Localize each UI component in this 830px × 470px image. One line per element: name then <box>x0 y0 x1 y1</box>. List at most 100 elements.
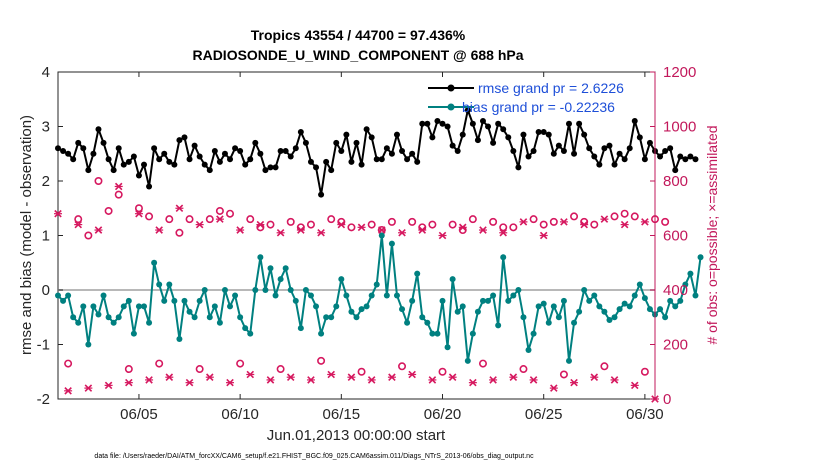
bias-point <box>282 265 289 272</box>
bias-point <box>581 287 588 293</box>
bias-point <box>601 308 608 315</box>
rmse-point <box>287 153 294 160</box>
bias-point <box>616 306 623 313</box>
obs-possible-point <box>408 217 417 226</box>
bias-point <box>611 314 618 321</box>
x-tick-label: 06/20 <box>424 406 462 423</box>
rmse-point <box>343 131 350 138</box>
bias-point <box>596 303 603 310</box>
rmse-point <box>550 150 557 157</box>
bias-point <box>313 303 320 310</box>
obs-assimilated-point <box>94 226 103 234</box>
obs-possible-point <box>428 220 437 229</box>
bias-point <box>267 265 274 272</box>
rmse-point <box>485 123 492 130</box>
obs-possible-point <box>357 367 366 376</box>
rmse-point <box>601 145 608 152</box>
obs-possible-point <box>104 206 113 215</box>
obs-possible-point <box>630 212 639 221</box>
rmse-point <box>560 148 567 155</box>
rmse-point <box>80 145 87 152</box>
obs-assimilated-point <box>84 384 93 392</box>
obs-assimilated-point <box>114 182 123 191</box>
bias-point <box>141 303 148 310</box>
rmse-point <box>277 148 284 155</box>
rmse-point <box>581 131 588 138</box>
rmse-point <box>156 156 163 163</box>
obs-possible-point <box>145 212 154 221</box>
obs-possible-point <box>134 204 143 213</box>
left-tick-label: 0 <box>42 282 50 299</box>
rmse-point <box>110 167 117 174</box>
bias-point <box>409 297 416 304</box>
rmse-point <box>399 148 406 155</box>
bias-point <box>560 297 567 304</box>
obs-possible-point <box>185 215 194 224</box>
rmse-point <box>469 120 476 127</box>
bias-point <box>328 314 335 321</box>
obs-assimilated-point <box>104 381 113 390</box>
obs-assimilated-point <box>327 370 336 379</box>
obs-possible-point <box>529 215 538 224</box>
bias-point <box>535 303 542 310</box>
bias-point <box>302 287 309 293</box>
rmse-point <box>247 156 254 163</box>
obs-possible-point <box>195 365 204 374</box>
x-axis-ticks: 06/05 06/10 06/15 06/20 06/25 06/30 <box>120 72 664 423</box>
rmse-point <box>646 139 653 146</box>
bias-point <box>439 297 446 304</box>
rmse-point <box>479 118 486 125</box>
obs-possible-point <box>600 362 609 371</box>
bias-point <box>697 254 704 261</box>
bias-point <box>307 292 314 299</box>
obs-possible-point <box>367 220 376 229</box>
bias-point <box>545 319 552 326</box>
obs-assimilated-point <box>428 376 437 384</box>
rmse-point <box>682 156 689 163</box>
bias-point <box>242 325 249 332</box>
obs-possible-point <box>94 177 103 186</box>
obs-possible-point <box>306 220 315 229</box>
y-axis-label-left: rmse and bias (model - observation) <box>18 115 35 355</box>
rmse-point <box>151 145 158 152</box>
bias-point <box>75 319 82 326</box>
obs-possible-point <box>114 190 123 199</box>
left-tick-label: -2 <box>37 391 50 408</box>
x-axis-label: Jun.01,2013 00:00:00 start <box>267 427 446 444</box>
obs-assimilated-point <box>286 373 295 381</box>
obs-assimilated-point <box>54 209 62 218</box>
rmse-point <box>227 156 234 163</box>
rmse-point <box>292 145 299 152</box>
bias-point <box>495 322 502 329</box>
bias-point <box>105 314 112 321</box>
obs-assimilated-point <box>539 231 548 240</box>
bias-point <box>687 270 694 277</box>
obs-assimilated-point <box>640 218 649 226</box>
rmse-point <box>662 148 669 155</box>
bias-point <box>505 297 512 304</box>
bias-point <box>404 319 411 326</box>
obs-possible-point <box>246 215 255 224</box>
obs-possible-point <box>590 220 599 229</box>
bias-point <box>211 303 218 310</box>
rmse-point <box>75 139 82 146</box>
rmse-point <box>262 167 269 174</box>
plot-area <box>57 71 656 400</box>
bias-point <box>485 297 492 304</box>
obs-assimilated-point <box>529 376 538 384</box>
bias-point <box>206 314 213 321</box>
obs-assimilated-point <box>165 373 174 381</box>
obs-count-markers <box>54 177 670 403</box>
rmse-point <box>621 156 628 163</box>
bias-point <box>449 276 456 283</box>
bias-point <box>586 297 593 304</box>
legend: rmse grand pr = 2.6226 bias grand pr = -… <box>428 80 624 115</box>
rmse-point <box>429 134 436 141</box>
bias-point <box>540 300 547 307</box>
bias-point <box>454 308 461 315</box>
bias-point <box>297 325 304 332</box>
rmse-point <box>677 153 684 160</box>
bias-point <box>120 303 127 310</box>
rmse-point <box>571 150 578 157</box>
obs-assimilated-point <box>630 381 639 390</box>
